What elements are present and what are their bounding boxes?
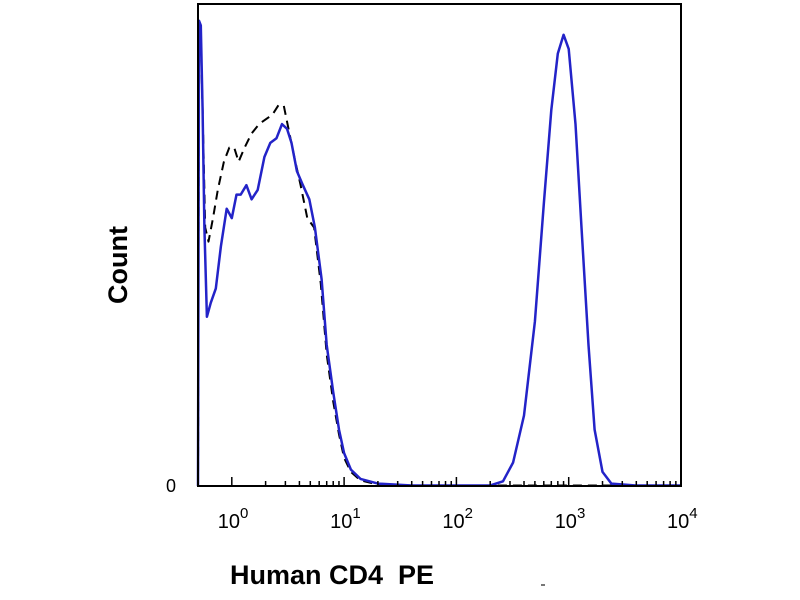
y-axis-label: Count [103, 226, 133, 304]
x-tick-label: 101 [330, 505, 361, 533]
plot-frame [197, 3, 682, 487]
x-tick-label-exponent: 2 [465, 505, 473, 522]
stained-histogram-line [196, 19, 681, 487]
x-tick-label-base: 10 [667, 511, 689, 533]
y-tick-label: 0 [166, 476, 176, 496]
x-tick-label: 103 [555, 505, 586, 533]
x-tick-label: 102 [442, 505, 473, 533]
x-tick-label-base: 10 [555, 511, 577, 533]
x-tick-label-exponent: 1 [352, 505, 360, 522]
x-tick-label-base: 10 [330, 511, 352, 533]
x-axis-label: Human CD4 PE [230, 560, 435, 590]
control-histogram-line [197, 24, 681, 487]
x-tick-label-exponent: 0 [240, 505, 248, 522]
series-layer [196, 19, 681, 487]
x-tick-label: 104 [667, 505, 698, 533]
x-tick-label-base: 10 [442, 511, 464, 533]
x-tick-label: 100 [218, 505, 249, 533]
x-tick-label-exponent: 3 [577, 505, 585, 522]
x-tick-label-base: 10 [218, 511, 240, 533]
x-tick-label-exponent: 4 [689, 505, 697, 522]
stray-mark [541, 584, 545, 586]
